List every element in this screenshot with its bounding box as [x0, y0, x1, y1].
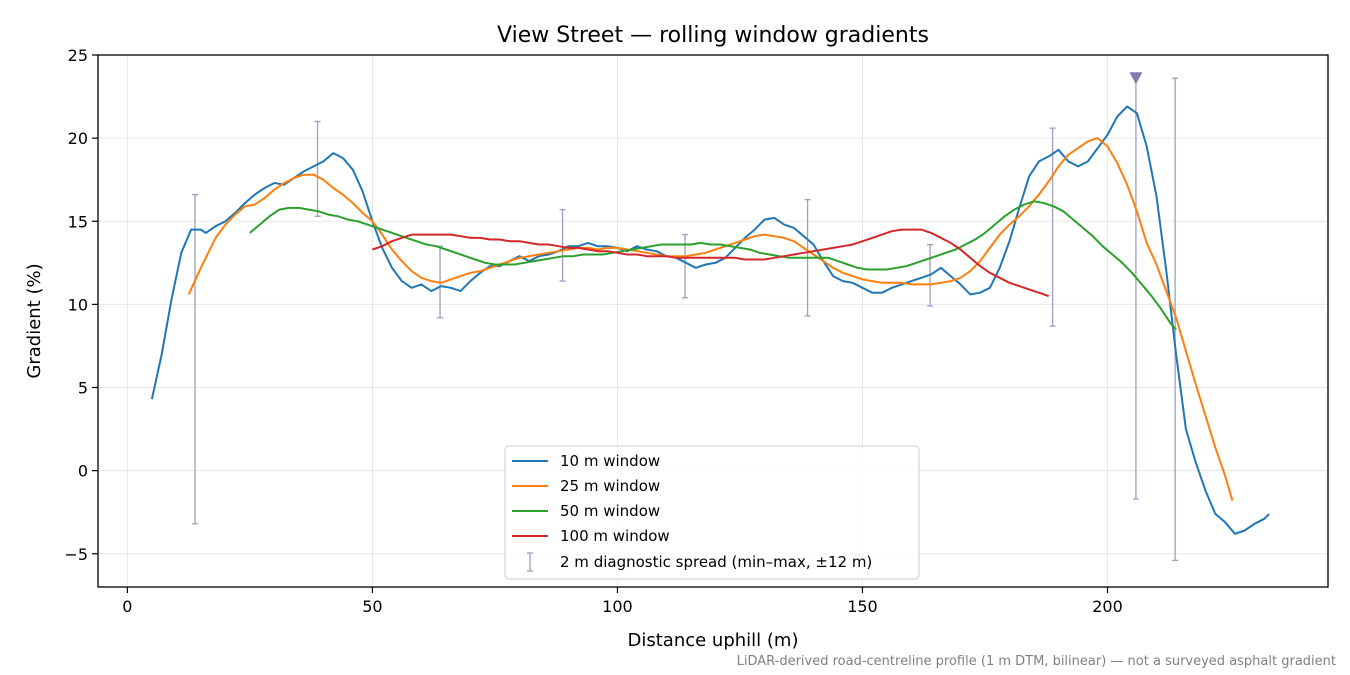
x-tick-label: 200 — [1092, 597, 1123, 616]
diagnostic-error-bar — [1049, 127, 1056, 327]
series-line — [187, 137, 1234, 501]
y-tick-label: 25 — [68, 46, 88, 65]
series-lines — [150, 105, 1270, 535]
legend-label-50m: 50 m window — [560, 502, 660, 520]
y-tick-label: 10 — [68, 295, 88, 314]
diagnostic-error-bar — [314, 120, 321, 217]
y-tick-label: 15 — [68, 212, 88, 231]
peak-marker-layer — [1129, 72, 1143, 85]
grid — [98, 54, 1328, 587]
y-tick-label: 0 — [78, 462, 88, 481]
diagnostic-error-bar — [1172, 77, 1179, 562]
diagnostic-error-bar — [192, 193, 199, 525]
axis-ticks: 0 50 100 150 200 −5 0 5 10 15 20 25 — [64, 46, 1122, 616]
plot-frame — [97, 54, 1329, 588]
series-line — [150, 105, 1270, 535]
series-line — [372, 228, 1050, 298]
legend: 10 m window 25 m window 50 m window 100 … — [504, 445, 920, 580]
x-tick-label: 100 — [602, 597, 633, 616]
chart-title: View Street — rolling window gradients — [497, 23, 929, 48]
y-tick-label: 5 — [78, 379, 88, 398]
diagnostic-error-bar — [559, 208, 566, 282]
legend-box — [504, 445, 920, 580]
y-axis-label: Gradient (%) — [24, 263, 45, 378]
peak-marker — [1129, 72, 1143, 85]
legend-label-100m: 100 m window — [560, 527, 670, 545]
x-axis-label: Distance uphill (m) — [628, 630, 799, 651]
legend-label-diagnostic: 2 m diagnostic spread (min–max, ±12 m) — [560, 553, 872, 571]
legend-swatch-diagnostic — [527, 552, 533, 572]
footnote: LiDAR-derived road-centreline profile (1… — [737, 654, 1336, 669]
x-tick-label: 50 — [362, 597, 382, 616]
legend-label-25m: 25 m window — [560, 477, 660, 495]
y-tick-label: 20 — [68, 129, 88, 148]
x-tick-label: 150 — [847, 597, 878, 616]
legend-label-10m: 10 m window — [560, 452, 660, 470]
x-tick-label: 0 — [122, 597, 132, 616]
y-tick-label: −5 — [64, 545, 88, 564]
